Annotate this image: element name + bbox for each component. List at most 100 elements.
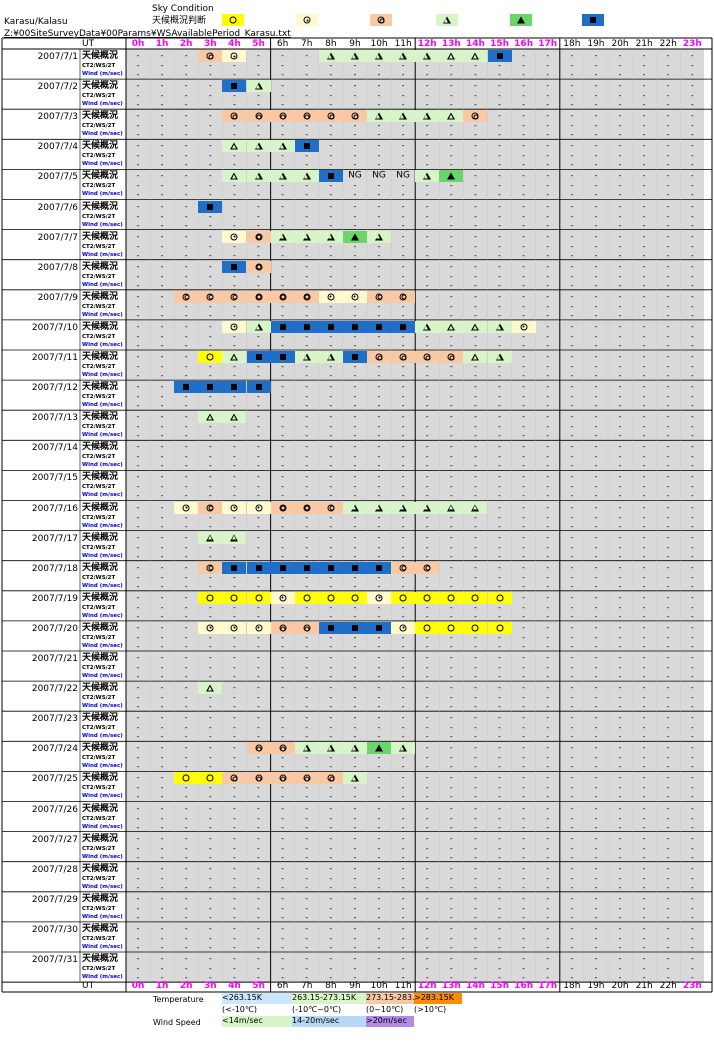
sky-dash: - — [425, 201, 429, 211]
wind-dash: - — [208, 792, 212, 802]
wind-dash: - — [281, 672, 285, 681]
sky-dash: - — [690, 653, 694, 662]
row-wind-label: Wind (m/sec) — [82, 191, 123, 198]
ct2-dash: - — [305, 933, 309, 943]
sky-dash: - — [160, 502, 164, 512]
sky-dash: - — [570, 803, 574, 813]
sky-dash: - — [570, 833, 574, 843]
row-date: 2007/7/15 — [31, 473, 78, 484]
sky-dash: - — [546, 743, 550, 753]
wind-dash: - — [329, 852, 333, 862]
sky-dash: - — [353, 923, 357, 933]
ct2-dash: - — [666, 843, 670, 853]
wind-dash: - — [136, 792, 140, 802]
ct2-dash: - — [546, 392, 550, 402]
ct2-dash: - — [184, 753, 188, 763]
ct2-dash: - — [377, 873, 381, 883]
wind-dash: - — [136, 461, 140, 471]
sky-dash: - — [690, 863, 694, 873]
ct2-dash: - — [618, 301, 622, 311]
wind-dash: - — [690, 250, 694, 260]
sky-cell-6 — [270, 591, 295, 604]
wind-dash: - — [329, 762, 333, 772]
sky-dash: - — [642, 622, 646, 632]
ct2-dash: - — [184, 452, 188, 462]
wind-dash: - — [401, 641, 405, 651]
ct2-dash: - — [377, 91, 381, 101]
wind-dash: - — [377, 973, 381, 982]
wind-dash: - — [232, 310, 236, 320]
ct2-dash: - — [449, 843, 453, 853]
sky-dash: - — [473, 954, 477, 963]
ct2-dash: - — [281, 121, 285, 131]
sky-cell-4 — [222, 320, 247, 333]
sky-dash: - — [401, 472, 405, 482]
wind-dash: - — [594, 340, 598, 350]
row-sub-label: CT2/WS/2T — [82, 273, 116, 280]
ct2-dash: - — [208, 271, 212, 281]
sky-dash: - — [570, 111, 574, 121]
sky-dash: - — [666, 893, 670, 903]
ct2-dash: - — [232, 121, 236, 131]
ct2-dash: - — [546, 783, 550, 793]
ct2-dash: - — [184, 91, 188, 101]
ct2-dash: - — [666, 452, 670, 462]
ct2-dash: - — [305, 753, 309, 763]
ct2-dash: - — [570, 602, 574, 612]
wind-dash: - — [546, 521, 550, 531]
ct2-dash: - — [498, 693, 501, 703]
sky-cell-6 — [270, 561, 295, 574]
sky-dash: - — [353, 81, 357, 91]
row-sky-label: 天候概況 — [82, 893, 119, 904]
sky-cell-4 — [222, 260, 247, 273]
ct2-dash: - — [160, 211, 164, 221]
wind-dash: - — [232, 641, 236, 651]
ct2-dash: - — [160, 602, 164, 612]
wind-dash: - — [690, 792, 694, 802]
wind-dash: - — [305, 852, 309, 862]
sky-cell-9 — [342, 561, 367, 574]
sky-cell-8 — [318, 621, 343, 634]
sky-cell-14 — [463, 591, 488, 604]
ct2-dash: - — [690, 422, 694, 432]
wind-dash: - — [208, 581, 212, 591]
row-wind-label: Wind (m/sec) — [82, 763, 123, 770]
sky-dash: - — [208, 713, 212, 723]
temperature-celsius-0: (<-10℃) — [222, 1005, 257, 1014]
wind-dash: - — [570, 250, 574, 260]
sky-cell-14 — [463, 50, 488, 62]
wind-dash: - — [257, 130, 260, 140]
sky-cell-7 — [294, 110, 319, 123]
ct2-dash: - — [305, 392, 309, 402]
wind-dash: - — [377, 130, 381, 140]
sky-dash: - — [618, 321, 622, 331]
wind-dash: - — [232, 491, 236, 501]
wind-dash: - — [160, 431, 164, 441]
ct2-dash: - — [546, 512, 550, 522]
row-sky-label: 天候概況 — [82, 472, 119, 483]
ct2-dash: - — [642, 91, 646, 101]
ct2-dash: - — [570, 572, 574, 582]
wind-dash: - — [642, 702, 646, 712]
wind-dash: - — [594, 973, 598, 982]
ct2-dash: - — [642, 452, 646, 462]
wind-dash: - — [329, 702, 333, 712]
wind-dash: - — [281, 431, 285, 441]
sky-cell-8 — [318, 170, 343, 183]
row-wind-label: Wind (m/sec) — [82, 281, 123, 288]
ct2-dash: - — [570, 753, 574, 763]
wind-dash: - — [257, 732, 260, 742]
wind-dash: - — [329, 461, 333, 471]
ct2-dash: - — [377, 61, 381, 70]
ct2-dash: - — [618, 723, 622, 733]
ct2-dash: - — [690, 512, 694, 522]
ct2-dash: - — [594, 602, 598, 612]
wind-dash: - — [184, 280, 188, 290]
wind-dash: - — [666, 822, 670, 832]
sky-dash: - — [208, 954, 212, 963]
ct2-dash: - — [136, 873, 140, 883]
ct2-dash: - — [666, 693, 670, 703]
wind-dash: - — [377, 340, 381, 350]
bottom-hour-17: 17h — [538, 981, 558, 991]
